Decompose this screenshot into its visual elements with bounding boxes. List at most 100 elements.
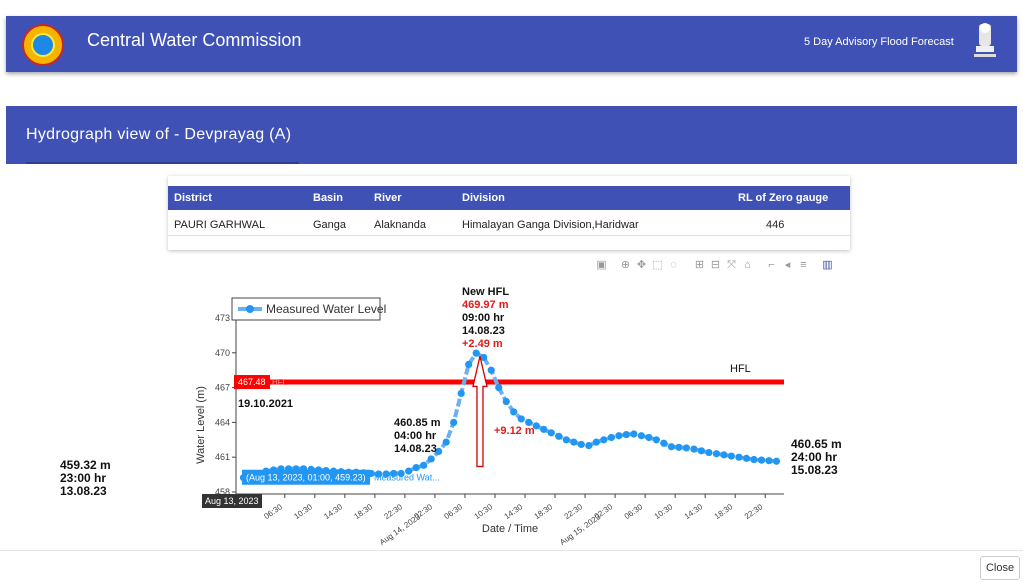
mid-time: 04:00 hr — [394, 430, 437, 442]
lasso-select-icon[interactable]: ◌ — [670, 259, 677, 271]
plotly-logo-icon[interactable]: ▥ — [822, 259, 833, 271]
header-basin: Basin — [313, 192, 343, 204]
water-level-point — [765, 457, 773, 465]
x-tick-label: 06:30 — [623, 502, 645, 521]
water-level-point — [465, 360, 473, 368]
x-tick-label: 10:30 — [292, 502, 314, 521]
water-level-point — [420, 461, 428, 469]
water-level-point — [577, 440, 585, 449]
hover-compare-icon[interactable]: ≡ — [800, 259, 807, 271]
water-level-point — [697, 447, 706, 455]
water-level-point — [532, 422, 540, 430]
x-tick-label: 22:30 — [743, 502, 765, 521]
end-date: 15.08.23 — [791, 463, 838, 477]
x-tick-label: 18:30 — [713, 502, 735, 521]
end-time: 24:00 hr — [791, 450, 838, 464]
top-bar: Central Water Commission 5 Day Advisory … — [6, 16, 1017, 72]
camera-icon[interactable]: ▣ — [596, 259, 607, 271]
y-tick-label: 470 — [215, 348, 230, 358]
zoom-out-icon[interactable]: ⊟ — [710, 259, 721, 271]
water-level-point — [682, 444, 691, 452]
water-level-point — [592, 438, 600, 446]
water-level-point — [525, 418, 533, 426]
hfl-date-label: 19.10.2021 — [238, 398, 293, 410]
water-level-point — [450, 418, 458, 426]
water-level-point — [750, 455, 758, 464]
hfl-value-label: 467.48 — [238, 377, 266, 387]
autoscale-icon[interactable]: ⤧ — [727, 259, 736, 271]
water-level-point — [472, 349, 480, 357]
box-select-icon[interactable]: ⬚ — [652, 259, 663, 271]
water-level-line — [243, 350, 777, 480]
modal-footer-divider — [0, 550, 1023, 551]
water-level-point — [675, 443, 683, 451]
water-level-point — [540, 425, 548, 433]
reset-axes-icon[interactable]: ⌂ — [744, 259, 751, 271]
hover-closest-icon[interactable]: ◂ — [784, 259, 791, 271]
water-level-point — [615, 432, 623, 440]
spike-lines-icon[interactable]: ⌐ — [768, 259, 775, 271]
advisory-link[interactable]: 5 Day Advisory Flood Forecast — [804, 36, 954, 48]
start-value: 459.32 m — [60, 458, 111, 472]
water-level-point — [742, 454, 751, 462]
water-level-point — [660, 439, 668, 447]
water-level-point — [495, 384, 503, 392]
close-button[interactable]: Close — [980, 556, 1020, 580]
new-hfl-date: 14.08.23 — [462, 325, 505, 337]
new-hfl-delta: +2.49 m — [462, 338, 503, 350]
hover-tooltip-series: Measured Wat... — [374, 473, 440, 483]
zoom-in-icon[interactable]: ⊞ — [694, 259, 705, 271]
hover-x-label: Aug 13, 2023 — [205, 496, 259, 506]
water-level-point — [397, 469, 405, 478]
water-level-point — [375, 470, 383, 478]
water-level-point — [772, 457, 781, 465]
cell-rl-zero-gauge: 446 — [766, 219, 785, 231]
water-level-point — [382, 470, 390, 478]
y-tick-label: 461 — [215, 452, 230, 462]
x-tick-label: 18:30 — [352, 502, 374, 521]
zoom-icon[interactable]: ⊕ — [620, 259, 631, 271]
hydrograph-chart: ▣ ⊕ ✥ ⬚ ◌ ⊞ ⊟ ⤧ ⌂ ⌐ ◂ ≡ ▥ 458 461 464 467 47… — [174, 254, 842, 548]
water-level-point — [712, 450, 721, 458]
mid-date: 14.08.23 — [394, 443, 437, 455]
cell-district: PAURI GARHWAL — [174, 219, 266, 231]
water-level-point — [652, 436, 660, 444]
x-tick-label: 22:30 — [382, 502, 404, 521]
cell-division: Himalayan Ganga Division,Haridwar — [462, 219, 639, 231]
x-tick-label: 10:30 — [473, 502, 495, 521]
header-division: Division — [462, 192, 505, 204]
start-time: 23:00 hr — [60, 471, 107, 485]
water-level-point — [457, 389, 465, 397]
y-axis-title: Water Level (m) — [195, 386, 207, 464]
legend-label: Measured Water Level — [266, 302, 386, 316]
mid-value: 460.85 m — [394, 417, 441, 429]
cwc-logo — [22, 24, 64, 66]
national-emblem-icon — [974, 23, 996, 57]
header-district: District — [174, 192, 212, 204]
water-level-point — [705, 448, 713, 457]
station-info-card: District Basin River Division RL of Zero… — [168, 176, 850, 250]
rise-arrow — [472, 356, 488, 468]
water-level-point — [405, 467, 413, 475]
hover-x-label-box — [202, 494, 262, 508]
pan-icon[interactable]: ✥ — [636, 259, 647, 271]
x-tick-label: 14:30 — [503, 502, 525, 521]
page-header: Hydrograph view of - Devprayag (A) — [6, 106, 1017, 164]
water-level-point — [757, 456, 766, 464]
water-level-point — [607, 433, 615, 442]
cell-basin: Ganga — [313, 219, 347, 231]
water-level-point — [435, 447, 443, 455]
water-level-point — [690, 445, 698, 453]
x-tick-label: 14:30 — [683, 502, 705, 521]
new-hfl-time: 09:00 hr — [462, 312, 505, 324]
table-row: PAURI GARHWAL Ganga Alaknanda Himalayan … — [168, 212, 850, 236]
water-level-point — [487, 366, 495, 374]
x-tick-label: 14:30 — [322, 502, 344, 521]
page-title: Hydrograph view of - Devprayag (A) — [26, 126, 292, 143]
header-river: River — [374, 192, 402, 204]
water-level-point — [480, 353, 488, 362]
y-tick-label: 464 — [215, 417, 230, 427]
water-level-point — [427, 455, 435, 463]
app-title: Central Water Commission — [87, 30, 302, 50]
water-level-point — [735, 453, 743, 461]
